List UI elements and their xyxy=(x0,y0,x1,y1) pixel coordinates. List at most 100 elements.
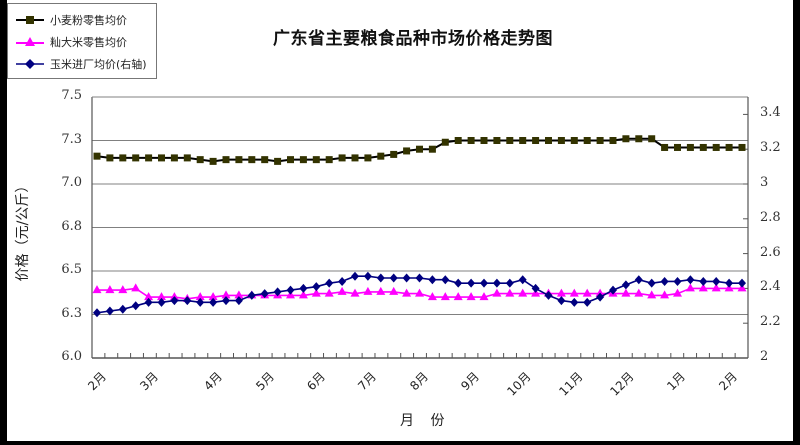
left-tick-label: 7.0 xyxy=(61,175,82,190)
triangle-marker-icon xyxy=(234,290,244,299)
left-tick-label: 7.3 xyxy=(61,131,82,147)
square-marker-icon xyxy=(183,154,191,162)
square-marker-icon xyxy=(635,135,643,143)
triangle-marker-icon xyxy=(363,286,373,295)
left-tick-label: 7.5 xyxy=(61,88,82,103)
square-marker-icon xyxy=(364,154,372,162)
diamond-marker-icon xyxy=(299,283,308,293)
y-axis-title: 价格（元/公斤） xyxy=(15,178,31,282)
diamond-marker-icon xyxy=(286,285,295,295)
diamond-marker-icon xyxy=(557,296,566,306)
triangle-marker-icon xyxy=(195,292,205,301)
diamond-marker-icon xyxy=(712,276,721,286)
diamond-marker-icon xyxy=(725,278,734,288)
square-marker-icon xyxy=(674,143,681,151)
diamond-marker-icon xyxy=(531,283,540,293)
triangle-marker-icon xyxy=(582,288,592,297)
square-marker-icon xyxy=(209,157,217,165)
square-marker-icon xyxy=(570,137,578,144)
diamond-marker-icon xyxy=(480,278,488,288)
left-tick-label: 6.8 xyxy=(61,218,82,234)
diamond-marker-icon xyxy=(118,304,127,314)
square-marker-icon xyxy=(622,135,630,143)
diamond-marker-icon xyxy=(196,297,205,307)
chart-title: 广东省主要粮食品种市场价格走势图 xyxy=(273,29,553,49)
triangle-marker-icon xyxy=(16,36,44,48)
triangle-marker-icon xyxy=(518,288,528,297)
left-tick-label: 6.5 xyxy=(61,262,82,277)
square-marker-icon xyxy=(287,156,294,164)
diamond-marker-icon xyxy=(183,296,192,306)
square-marker-icon xyxy=(274,157,282,165)
triangle-marker-icon xyxy=(621,288,631,297)
diamond-marker-icon xyxy=(583,297,592,307)
diamond-marker-icon xyxy=(234,296,243,306)
diamond-marker-icon xyxy=(222,296,230,306)
square-marker-icon xyxy=(222,156,230,164)
triangle-marker-icon xyxy=(673,288,682,297)
right-tick-label: 2.8 xyxy=(760,209,781,225)
square-marker-icon xyxy=(609,137,617,144)
diamond-marker-icon xyxy=(570,297,579,307)
diamond-marker-icon xyxy=(634,275,643,285)
triangle-marker-icon xyxy=(92,285,102,294)
right-tick-label: 2.6 xyxy=(760,244,781,260)
legend-label: 玉米进厂均价(右轴) xyxy=(50,58,147,71)
diamond-marker-icon xyxy=(93,308,101,318)
square-marker-icon xyxy=(16,14,44,26)
legend-label: 籼大米零售均价 xyxy=(50,36,127,49)
diamond-marker-icon xyxy=(144,297,153,307)
triangle-marker-icon xyxy=(376,286,386,295)
triangle-marker-icon xyxy=(350,288,360,297)
diamond-marker-icon xyxy=(609,285,617,295)
square-marker-icon xyxy=(261,156,269,164)
diamond-marker-icon xyxy=(441,275,450,285)
square-marker-icon xyxy=(248,156,256,164)
diamond-marker-icon xyxy=(338,276,347,286)
diamond-marker-icon xyxy=(673,276,682,286)
square-marker-icon xyxy=(170,154,178,162)
diamond-marker-icon xyxy=(170,296,179,306)
square-marker-icon xyxy=(596,137,604,144)
square-marker-icon xyxy=(506,137,514,144)
square-marker-icon xyxy=(428,145,436,153)
triangle-marker-icon xyxy=(492,288,502,297)
square-marker-icon xyxy=(235,156,243,164)
left-tick-label: 6.0 xyxy=(61,349,82,364)
triangle-marker-icon xyxy=(647,290,657,299)
triangle-marker-icon xyxy=(402,288,412,297)
diamond-marker-icon xyxy=(467,278,476,288)
triangle-marker-icon xyxy=(415,288,424,297)
diamond-marker-icon xyxy=(363,271,372,281)
diamond-marker-icon xyxy=(157,297,166,307)
square-marker-icon xyxy=(661,143,669,151)
square-marker-icon xyxy=(390,150,398,158)
triangle-marker-icon xyxy=(118,285,128,294)
diamond-marker-icon xyxy=(273,287,282,297)
square-marker-icon xyxy=(106,154,114,162)
square-marker-icon xyxy=(299,156,307,164)
diamond-marker-icon xyxy=(376,273,385,283)
triangle-marker-icon xyxy=(556,288,566,297)
right-tick-label: 2.4 xyxy=(760,279,781,295)
diamond-marker-icon xyxy=(647,278,656,288)
square-marker-icon xyxy=(325,156,333,164)
triangle-marker-icon xyxy=(105,285,115,294)
legend-label: 小麦粉零售均价 xyxy=(50,14,127,27)
square-marker-icon xyxy=(545,137,552,144)
diamond-marker-icon xyxy=(428,275,437,285)
diamond-marker-icon xyxy=(402,273,411,283)
square-marker-icon xyxy=(686,143,694,151)
square-marker-icon xyxy=(712,143,720,151)
legend: 小麦粉零售均价 籼大米零售均价 玉米进厂均价(右轴) xyxy=(7,3,157,79)
square-marker-icon xyxy=(377,152,385,160)
right-tick-label: 3.2 xyxy=(760,140,781,156)
right-tick-label: 3.4 xyxy=(760,105,781,121)
square-marker-icon xyxy=(583,137,591,144)
square-marker-icon xyxy=(454,137,462,144)
x-axis-title: 月 份 xyxy=(400,413,445,429)
triangle-marker-icon xyxy=(131,283,141,292)
diamond-marker-icon xyxy=(492,278,501,288)
